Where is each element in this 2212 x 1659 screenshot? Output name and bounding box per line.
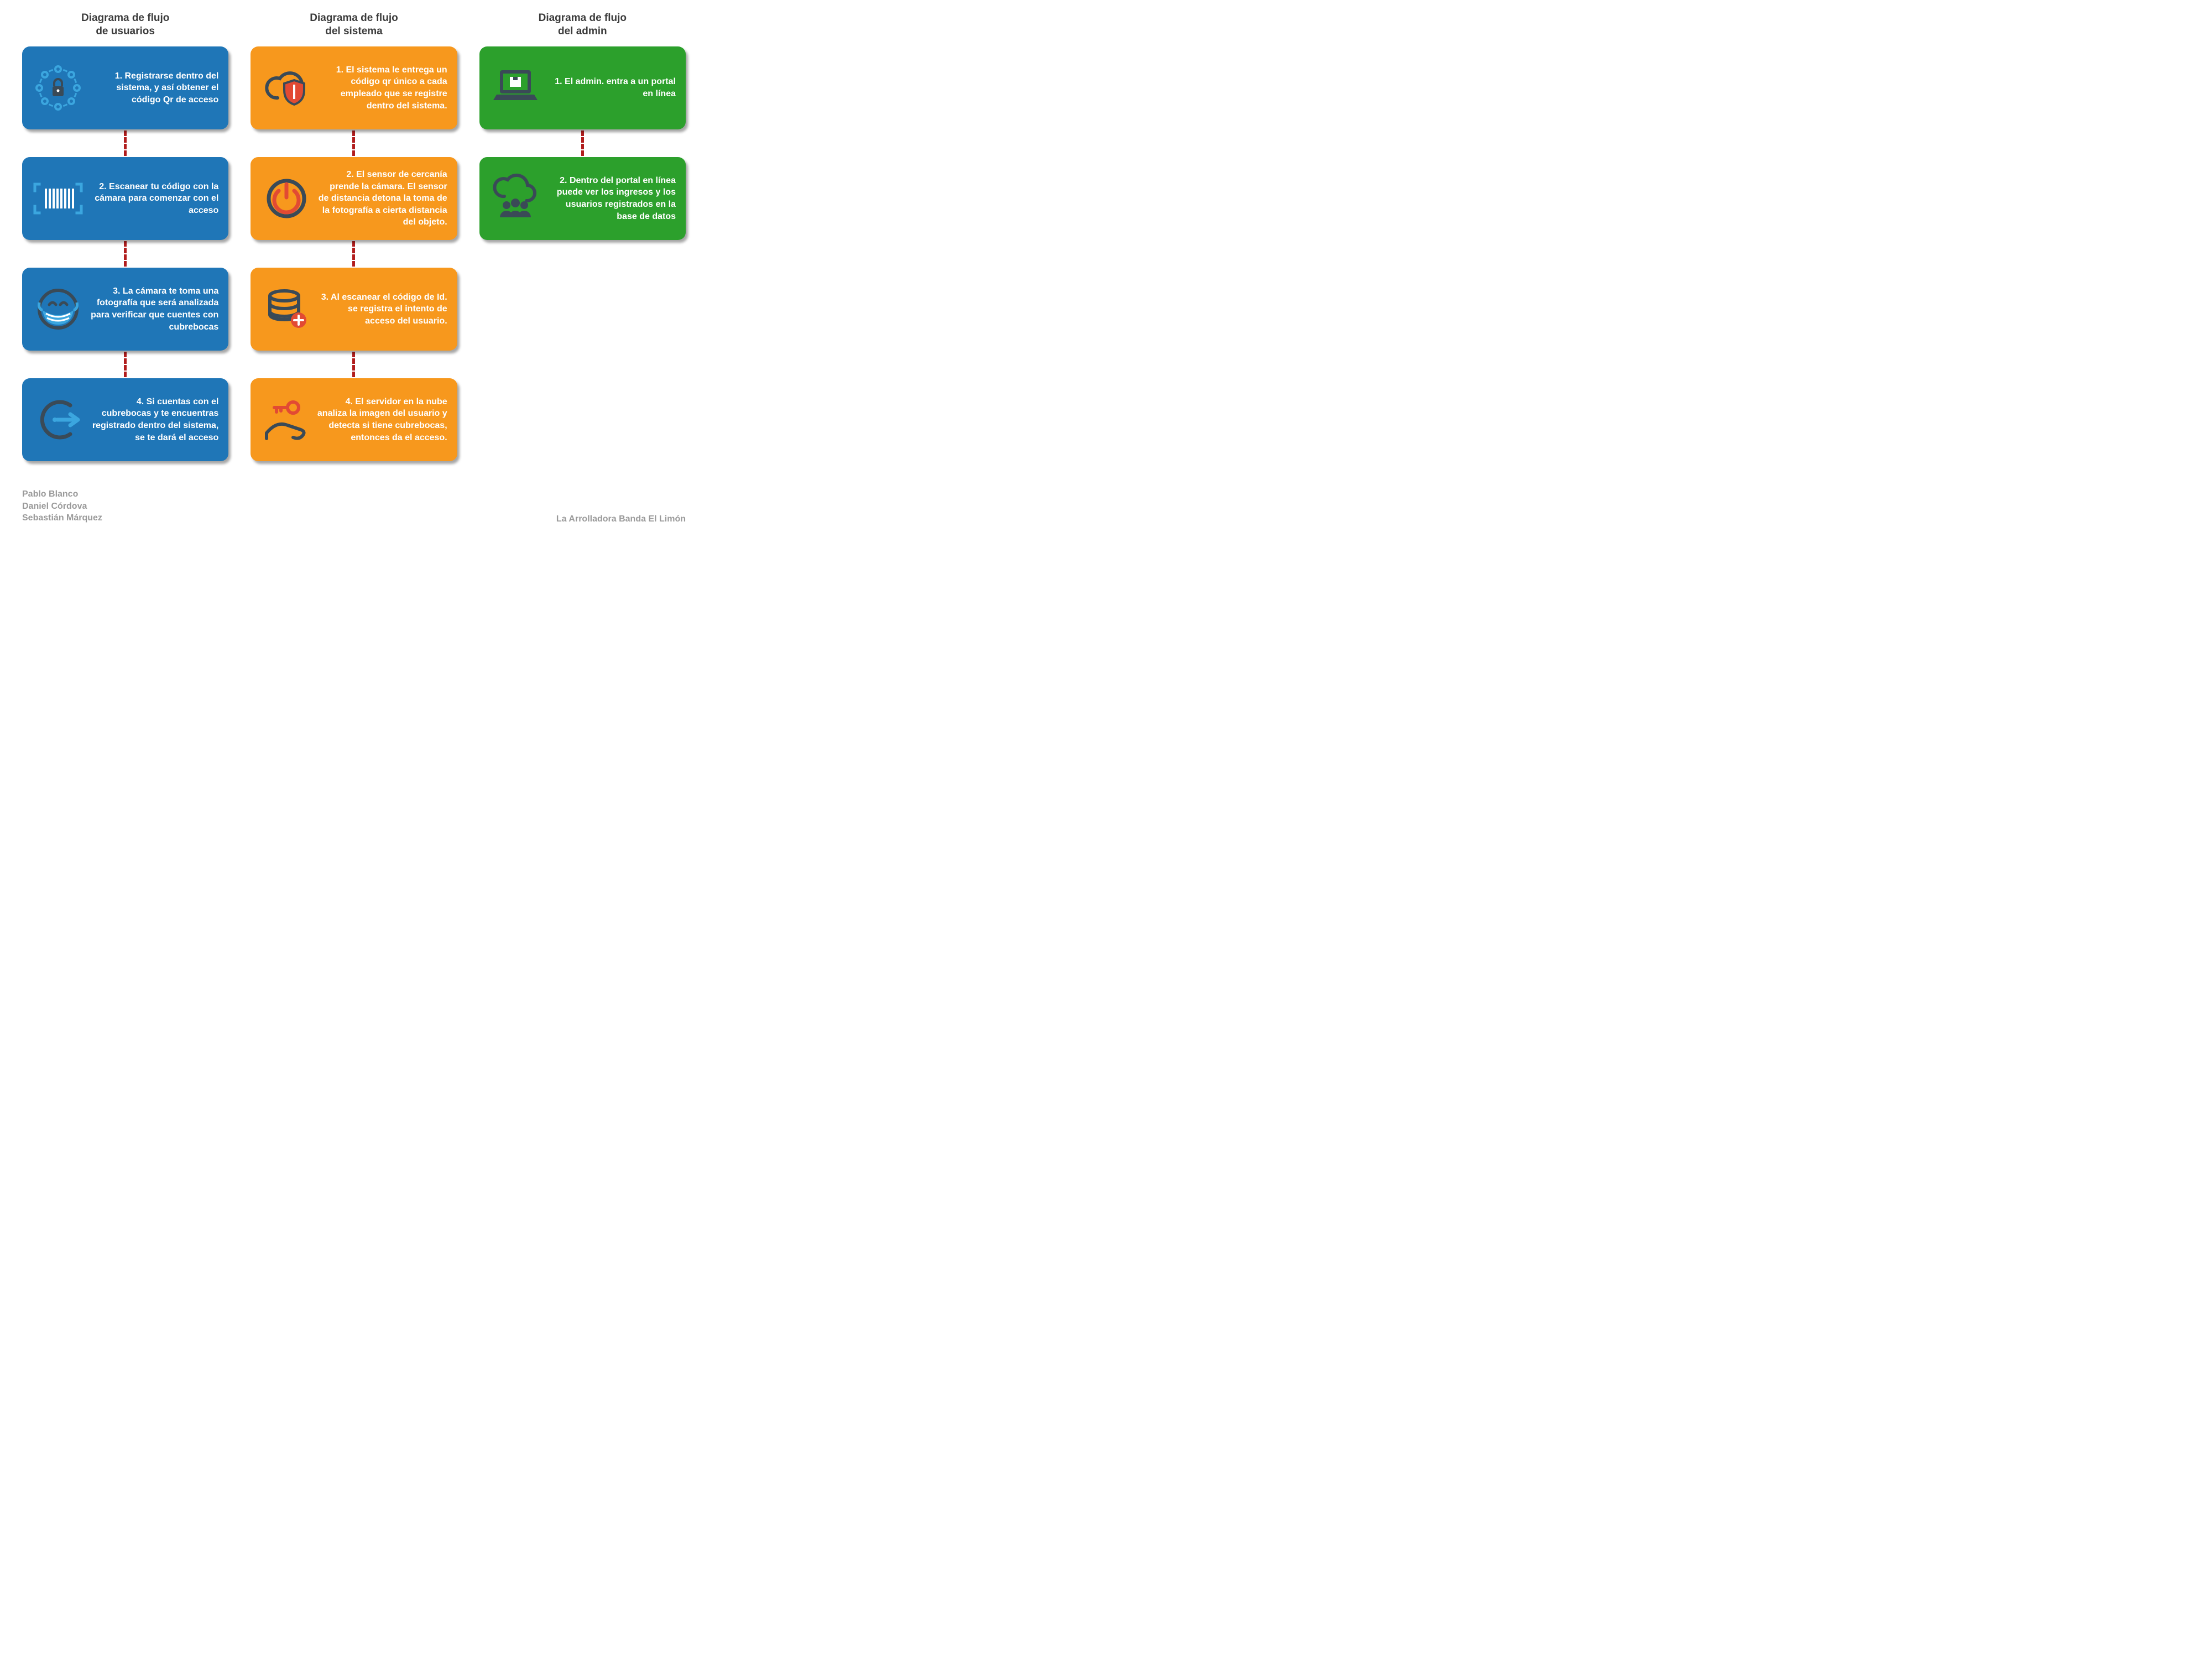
- power-icon: [256, 168, 317, 229]
- connector: [352, 241, 355, 267]
- step-text: 3. La cámara te toma una fotografía que …: [88, 285, 218, 333]
- authors: Pablo BlancoDaniel CórdovaSebastián Márq…: [22, 488, 102, 524]
- page: Diagrama de flujode usuarios 1. Registrar…: [0, 0, 708, 531]
- footer-right: La Arrolladora Banda El Limón: [556, 514, 686, 524]
- step-text: 2. Escanear tu código con la cámara para…: [88, 181, 218, 217]
- laptop-box-icon: [485, 58, 546, 118]
- step-text: 3. Al escanear el código de Id. se regis…: [317, 291, 447, 327]
- connector: [124, 352, 127, 377]
- barcode-icon: [28, 168, 88, 229]
- step-card: 3. La cámara te toma una fotografía que …: [22, 268, 228, 351]
- db-plus-icon: [256, 279, 317, 340]
- column-title: Diagrama de flujode usuarios: [81, 11, 169, 39]
- cloud-users-icon: [485, 168, 546, 229]
- step-text: 1. El admin. entra a un portal en línea: [546, 76, 676, 100]
- column-system: Diagrama de flujodel sistema 1. El sistem…: [251, 11, 457, 461]
- connector: [581, 131, 584, 156]
- lock-ring-icon: [28, 58, 88, 118]
- step-card: 1. El admin. entra a un portal en línea: [479, 46, 686, 129]
- column-users: Diagrama de flujode usuarios 1. Registrar…: [22, 11, 228, 461]
- author: Daniel Córdova: [22, 500, 102, 513]
- step-card: 1. Registrarse dentro del sistema, y así…: [22, 46, 228, 129]
- step-card: 4. Si cuentas con el cubrebocas y te enc…: [22, 378, 228, 461]
- step-card: 3. Al escanear el código de Id. se regis…: [251, 268, 457, 351]
- connector: [124, 131, 127, 156]
- author: Pablo Blanco: [22, 488, 102, 500]
- arc-arrow-icon: [28, 389, 88, 450]
- connector: [352, 131, 355, 156]
- step-card: 2. El sensor de cercanía prende la cámar…: [251, 157, 457, 240]
- step-text: 4. Si cuentas con el cubrebocas y te enc…: [88, 396, 218, 444]
- column-title: Diagrama de flujodel admin: [539, 11, 627, 39]
- cloud-shield-icon: [256, 58, 317, 118]
- hand-key-icon: [256, 389, 317, 450]
- step-card: 1. El sistema le entrega un código qr ún…: [251, 46, 457, 129]
- step-text: 4. El servidor en la nube analiza la ima…: [317, 396, 447, 444]
- step-text: 2. Dentro del portal en línea puede ver …: [546, 175, 676, 222]
- step-text: 2. El sensor de cercanía prende la cámar…: [317, 169, 447, 228]
- columns-container: Diagrama de flujode usuarios 1. Registrar…: [22, 11, 686, 461]
- step-text: 1. Registrarse dentro del sistema, y así…: [88, 70, 218, 106]
- step-card: 4. El servidor en la nube analiza la ima…: [251, 378, 457, 461]
- column-title: Diagrama de flujodel sistema: [310, 11, 398, 39]
- step-card: 2. Escanear tu código con la cámara para…: [22, 157, 228, 240]
- mask-face-icon: [28, 279, 88, 340]
- step-text: 1. El sistema le entrega un código qr ún…: [317, 64, 447, 112]
- step-card: 2. Dentro del portal en línea puede ver …: [479, 157, 686, 240]
- author: Sebastián Márquez: [22, 512, 102, 524]
- connector: [352, 352, 355, 377]
- connector: [124, 241, 127, 267]
- column-admin: Diagrama de flujodel admin 1. El admin. e…: [479, 11, 686, 461]
